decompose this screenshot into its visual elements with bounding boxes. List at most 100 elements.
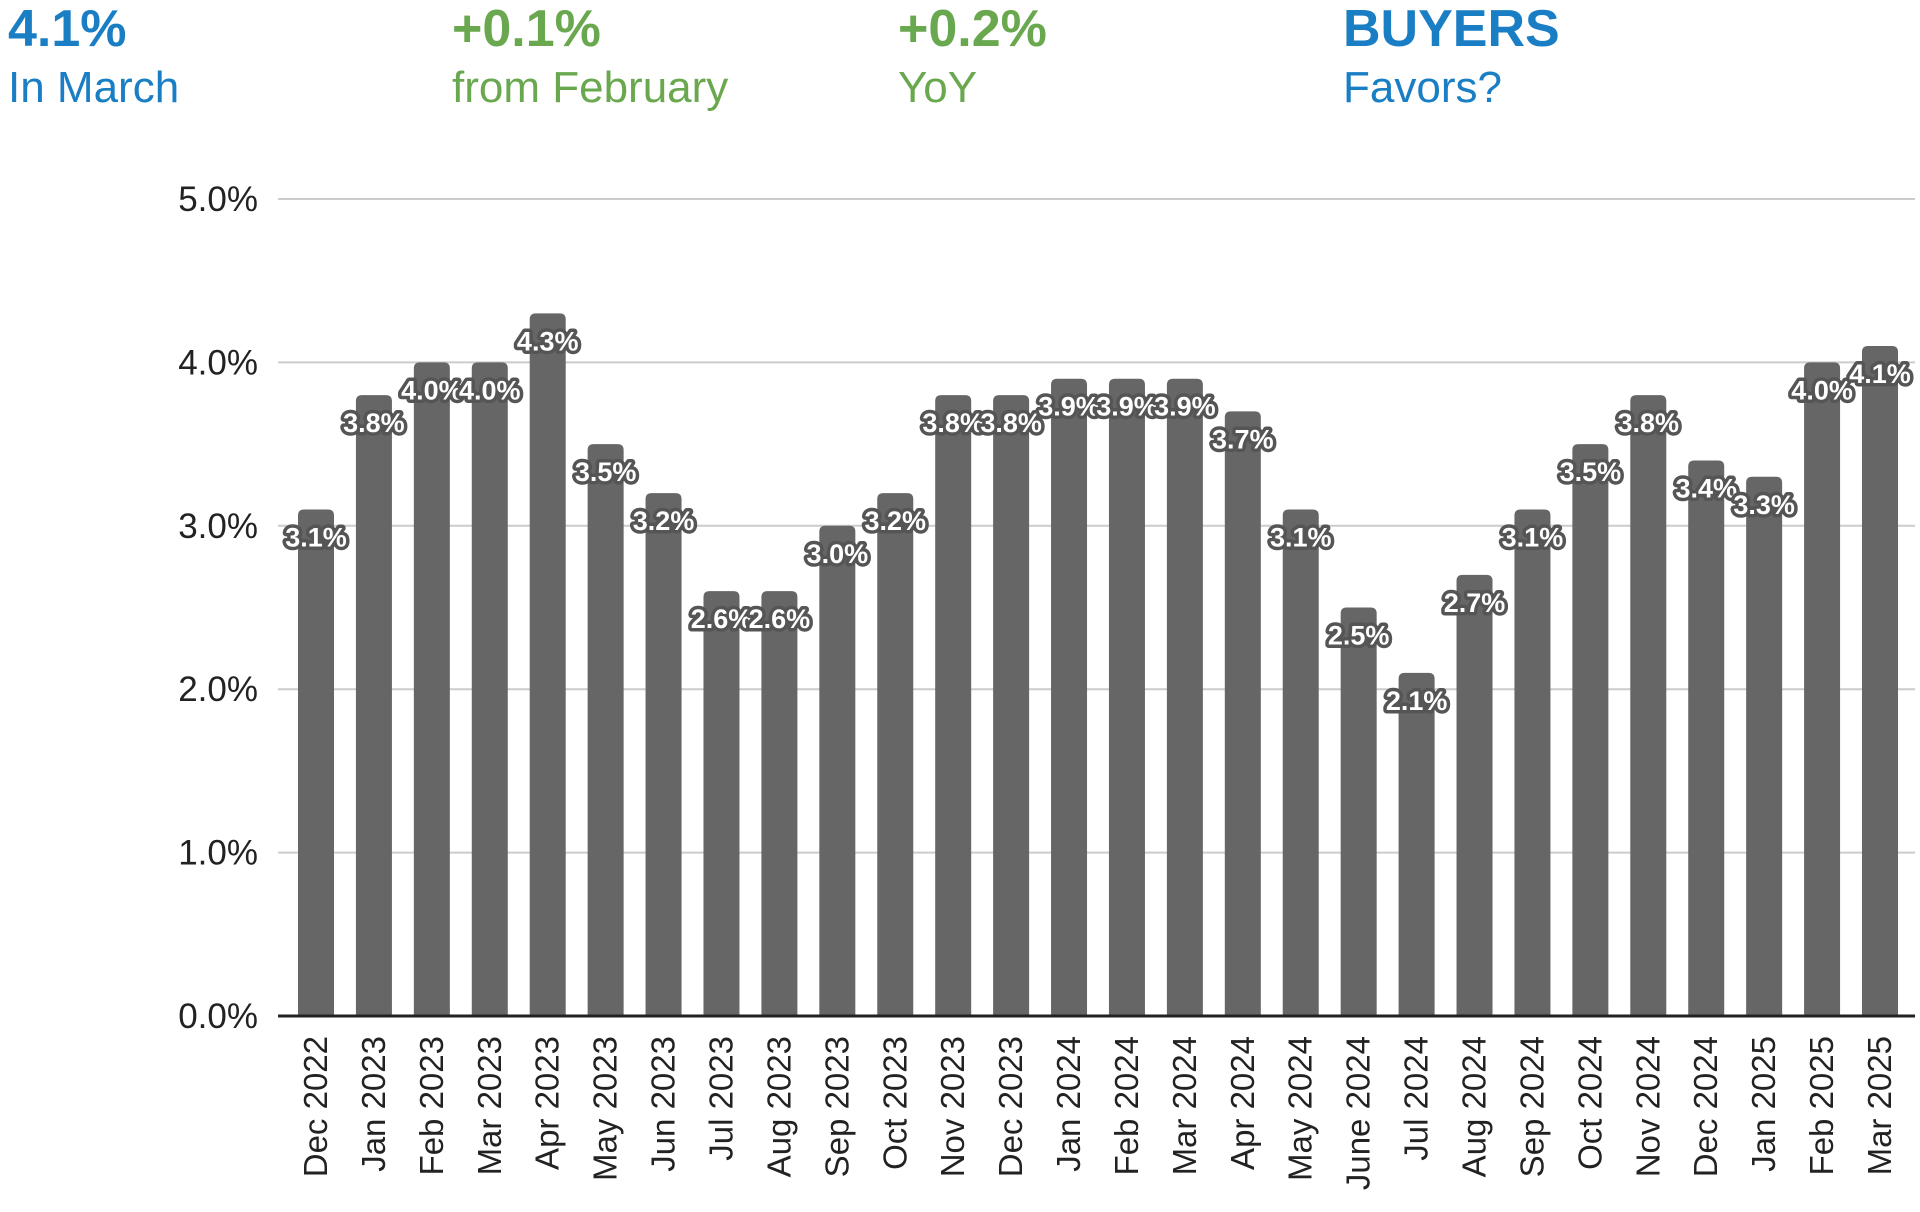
stat-month-change-value: +0.1% bbox=[452, 0, 601, 58]
x-category-label: Jan 2024 bbox=[1050, 1036, 1087, 1172]
bar bbox=[413, 362, 450, 1016]
data-label: 3.1% bbox=[285, 522, 347, 552]
data-label: 3.9% bbox=[1154, 392, 1216, 422]
bar bbox=[1340, 607, 1377, 1016]
x-category-label: Nov 2023 bbox=[934, 1036, 971, 1177]
x-category-label: Jun 2023 bbox=[645, 1036, 682, 1172]
x-category-label: Sep 2023 bbox=[818, 1036, 855, 1177]
stat-yoy-change-value: +0.2% bbox=[898, 0, 1047, 58]
x-category-label: Mar 2023 bbox=[471, 1036, 508, 1175]
bar bbox=[1166, 378, 1203, 1016]
x-category-label: Jan 2023 bbox=[355, 1036, 392, 1172]
bar bbox=[1688, 460, 1725, 1016]
data-label: 4.1% bbox=[1849, 359, 1911, 389]
y-tick-label: 3.0% bbox=[178, 507, 258, 546]
x-category-label: Feb 2025 bbox=[1803, 1036, 1840, 1175]
x-category-label: Oct 2024 bbox=[1571, 1036, 1608, 1170]
x-category-label: Aug 2024 bbox=[1456, 1036, 1493, 1177]
data-label: 2.6% bbox=[749, 604, 811, 634]
bar bbox=[935, 395, 972, 1017]
bar bbox=[1051, 378, 1088, 1016]
bar bbox=[529, 313, 566, 1016]
x-category-label: May 2024 bbox=[1282, 1036, 1319, 1181]
data-label: 4.0% bbox=[459, 375, 521, 405]
y-tick-label: 1.0% bbox=[178, 834, 258, 873]
bar bbox=[1456, 574, 1493, 1016]
bar bbox=[1746, 476, 1783, 1016]
bar bbox=[1514, 509, 1551, 1016]
summary-stats: 4.1% In March +0.1% from February +0.2% … bbox=[0, 0, 1920, 130]
bar bbox=[355, 395, 392, 1017]
bar bbox=[819, 525, 856, 1016]
bar bbox=[1572, 444, 1609, 1017]
data-label: 3.1% bbox=[1270, 522, 1332, 552]
x-category-label: Mar 2025 bbox=[1861, 1036, 1898, 1175]
stat-yoy-change: +0.2% YoY bbox=[898, 0, 1047, 118]
x-category-label: Feb 2024 bbox=[1108, 1036, 1145, 1175]
data-label: 4.0% bbox=[1791, 375, 1853, 405]
bar bbox=[1282, 509, 1319, 1016]
stat-month-change: +0.1% from February bbox=[452, 0, 728, 118]
data-label: 3.8% bbox=[1618, 408, 1680, 438]
x-category-label: Jul 2024 bbox=[1398, 1036, 1435, 1161]
stat-market-favors: BUYERS Favors? bbox=[1343, 0, 1560, 118]
bar bbox=[471, 362, 508, 1016]
x-category-label: Dec 2024 bbox=[1687, 1036, 1724, 1177]
data-label: 2.1% bbox=[1386, 686, 1448, 716]
data-label: 3.8% bbox=[343, 408, 405, 438]
bar bbox=[1398, 672, 1435, 1016]
bar bbox=[1804, 362, 1841, 1016]
x-category-label: Apr 2024 bbox=[1224, 1036, 1261, 1170]
y-tick-label: 2.0% bbox=[178, 670, 258, 709]
x-category-label: May 2023 bbox=[587, 1036, 624, 1181]
bar bbox=[1224, 411, 1261, 1016]
y-tick-label: 5.0% bbox=[178, 180, 258, 219]
data-label: 3.5% bbox=[575, 457, 637, 487]
x-category-label: Dec 2023 bbox=[992, 1036, 1029, 1177]
stat-current-rate-label: In March bbox=[8, 63, 180, 112]
y-tick-label: 4.0% bbox=[178, 343, 258, 382]
stat-current-rate-value: 4.1% bbox=[8, 0, 127, 58]
bar bbox=[587, 444, 624, 1017]
data-label: 4.0% bbox=[401, 375, 463, 405]
bar bbox=[645, 493, 682, 1016]
data-label: 3.3% bbox=[1733, 490, 1795, 520]
data-label: 3.0% bbox=[807, 539, 869, 569]
stat-month-change-label: from February bbox=[452, 63, 729, 112]
x-category-label: June 2024 bbox=[1340, 1036, 1377, 1190]
data-label: 3.1% bbox=[1502, 522, 1564, 552]
bar bbox=[1108, 378, 1145, 1016]
data-label: 2.7% bbox=[1444, 588, 1506, 618]
bar bbox=[703, 591, 740, 1016]
x-category-label: Sep 2024 bbox=[1513, 1036, 1550, 1177]
x-category-label: Jul 2023 bbox=[702, 1036, 739, 1161]
data-label: 3.5% bbox=[1560, 457, 1622, 487]
x-category-label: Apr 2023 bbox=[529, 1036, 566, 1170]
x-category-label: Mar 2024 bbox=[1166, 1036, 1203, 1175]
data-label: 3.7% bbox=[1212, 424, 1274, 454]
x-category-label: Feb 2023 bbox=[413, 1036, 450, 1175]
x-category-label: Dec 2022 bbox=[297, 1036, 334, 1177]
data-label: 3.9% bbox=[1038, 392, 1100, 422]
bar bbox=[877, 493, 914, 1016]
data-label: 2.6% bbox=[691, 604, 753, 634]
data-label: 3.8% bbox=[922, 408, 984, 438]
x-category-label: Aug 2023 bbox=[760, 1036, 797, 1177]
data-label: 3.4% bbox=[1675, 473, 1737, 503]
data-label: 3.8% bbox=[980, 408, 1042, 438]
x-category-label: Oct 2023 bbox=[876, 1036, 913, 1170]
bar bbox=[993, 395, 1030, 1017]
x-category-label: Jan 2025 bbox=[1745, 1036, 1782, 1172]
x-category-label: Nov 2024 bbox=[1629, 1036, 1666, 1177]
data-label: 3.9% bbox=[1096, 392, 1158, 422]
data-label: 4.3% bbox=[517, 326, 579, 356]
bar bbox=[761, 591, 798, 1016]
bar bbox=[1630, 395, 1667, 1017]
y-tick-label: 0.0% bbox=[178, 997, 258, 1036]
stat-current-rate: 4.1% In March bbox=[8, 0, 179, 118]
bar bbox=[298, 509, 334, 1016]
stat-market-favors-label: Favors? bbox=[1343, 63, 1502, 112]
bar bbox=[1862, 346, 1898, 1016]
stat-market-favors-value: BUYERS bbox=[1343, 0, 1560, 58]
